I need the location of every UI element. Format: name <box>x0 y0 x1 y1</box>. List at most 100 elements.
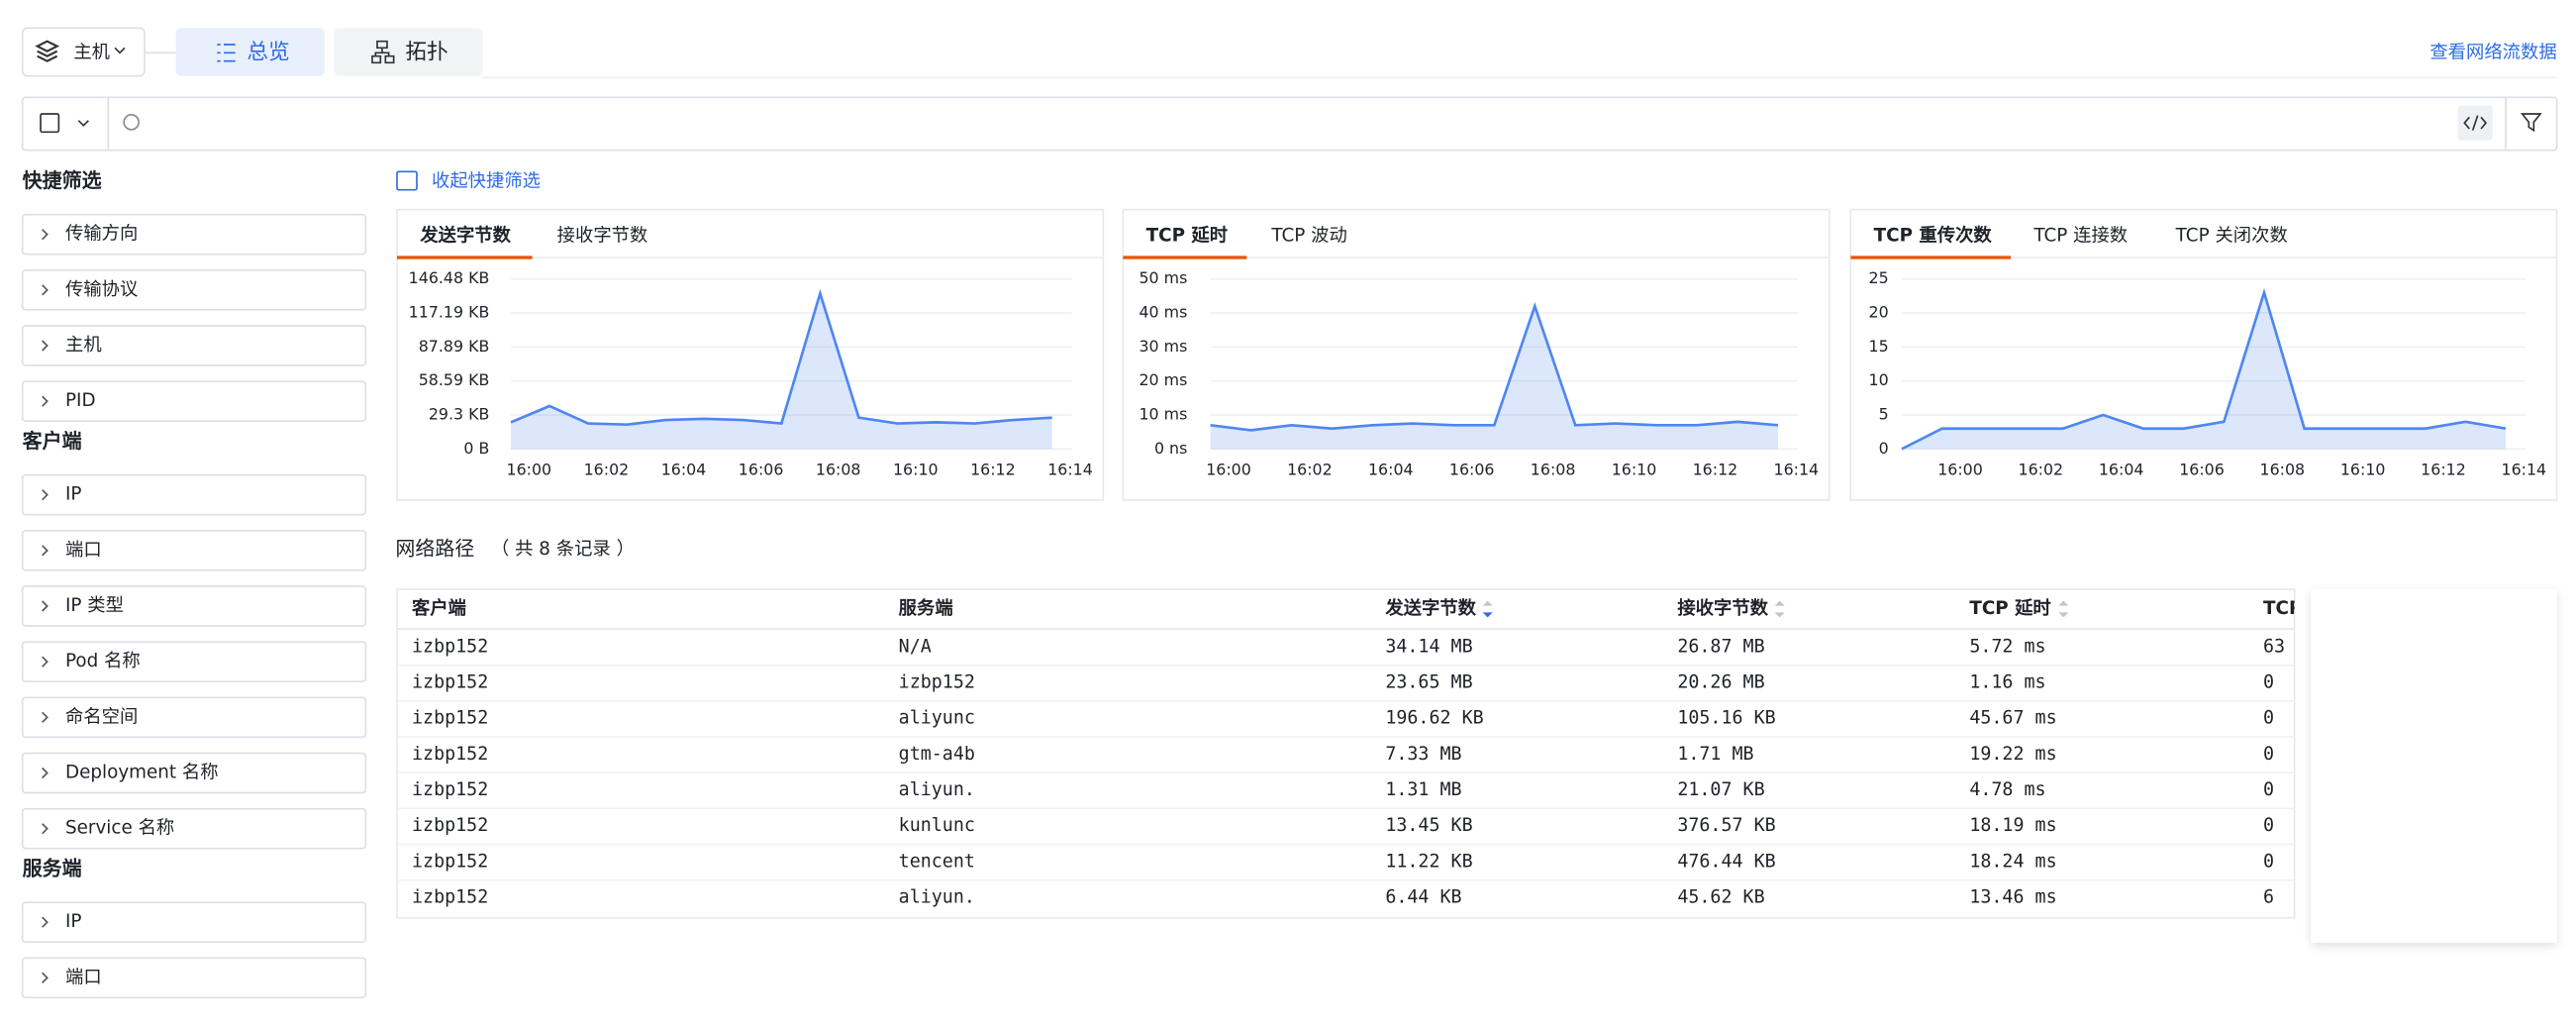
cell: 7.33 MB <box>1385 744 1461 765</box>
chart-tab[interactable]: TCP 波动 <box>1270 225 1346 246</box>
x-tick-label: 16:02 <box>1287 461 1333 479</box>
group-title: 客户端 <box>22 429 82 453</box>
x-tick-label: 16:10 <box>2340 461 2386 479</box>
chart-tab[interactable]: 发送字节数 <box>419 224 511 246</box>
cell: 34.14 MB <box>1385 636 1472 657</box>
x-tick-label: 16:04 <box>1368 461 1414 479</box>
x-tick-label: 16:06 <box>1449 461 1495 479</box>
cell: izbp152 <box>412 636 488 657</box>
chevron <box>42 972 49 983</box>
chart-tab[interactable]: 接收字节数 <box>557 225 648 246</box>
filter-item[interactable] <box>21 752 367 794</box>
filter-item[interactable] <box>21 268 367 311</box>
y-tick-label: 30 ms <box>1139 337 1187 356</box>
sort-icon[interactable] <box>1774 600 1785 606</box>
x-tick-label: 16:02 <box>2019 461 2064 479</box>
filter-label: 传输方向 <box>65 224 138 245</box>
filter-item[interactable] <box>21 957 367 999</box>
filter-item[interactable] <box>21 380 367 423</box>
chevron <box>42 395 49 407</box>
filter-label: 端口 <box>65 540 102 561</box>
cell: 1.16 ms <box>1969 672 2045 693</box>
chart-tab[interactable]: TCP 连接数 <box>2032 225 2128 246</box>
x-tick-label: 16:00 <box>507 461 552 479</box>
tab-underline <box>397 256 533 259</box>
y-tick-label: 50 ms <box>1139 268 1187 287</box>
chart-tab[interactable]: TCP 关闭次数 <box>2175 225 2288 246</box>
cell: 20.26 MB <box>1677 672 1764 693</box>
cell: izbp152 <box>412 744 488 765</box>
tab-icon <box>371 40 395 64</box>
cell: 63 <box>2263 636 2285 657</box>
cell: 196.62 KB <box>1385 708 1483 729</box>
tab-topology[interactable] <box>334 28 483 76</box>
sort-icon[interactable] <box>1774 612 1785 618</box>
cell: izbp152 <box>899 672 975 693</box>
cell: izbp152 <box>412 815 488 836</box>
cell: 21.07 KB <box>1677 779 1764 800</box>
y-tick-label: 0 <box>1879 439 1889 458</box>
y-tick-label: 29.3 KB <box>429 404 490 423</box>
column-header: 服务端 <box>899 597 953 619</box>
tab-icon <box>217 44 236 62</box>
y-tick-label: 0 B <box>463 439 489 458</box>
filter-item[interactable] <box>21 473 367 516</box>
link[interactable]: 查看网络流数据 <box>2429 42 2556 62</box>
x-tick-label: 16:12 <box>1693 461 1738 479</box>
cell: 13.45 KB <box>1385 815 1472 836</box>
x-tick-label: 16:10 <box>1612 461 1657 479</box>
cell: aliyun. <box>899 887 975 908</box>
chart-panel <box>1122 208 1831 501</box>
collapse-icon[interactable] <box>396 170 418 191</box>
cell: 6 <box>2263 887 2274 908</box>
x-tick-label: 16:02 <box>584 461 630 479</box>
chevron <box>42 656 49 668</box>
filter-item[interactable] <box>21 325 367 366</box>
x-tick-label: 16:08 <box>1531 461 1576 479</box>
x-tick-label: 16:12 <box>2421 461 2466 479</box>
sort-icon[interactable] <box>1482 600 1493 606</box>
column-header: TCP <box>2263 598 2302 619</box>
x-tick-label: 16:04 <box>2099 461 2144 479</box>
chart-panel <box>1849 208 2558 501</box>
filter-item[interactable] <box>21 641 367 682</box>
filter-item[interactable] <box>21 807 367 850</box>
code-icon <box>2463 115 2488 131</box>
filter-item[interactable] <box>21 901 367 944</box>
chart-tab[interactable]: TCP 重传次数 <box>1874 224 1993 246</box>
sort-icon[interactable] <box>1482 612 1493 618</box>
x-tick-label: 16:12 <box>970 461 1016 479</box>
cell: izbp152 <box>412 779 488 800</box>
cell: 1.31 MB <box>1385 779 1461 800</box>
chevron <box>42 489 49 501</box>
chevron <box>42 823 49 835</box>
cell: 19.22 ms <box>1969 744 2056 765</box>
tab-overview[interactable] <box>175 28 325 76</box>
chevron <box>42 600 49 612</box>
host-label: 主机 <box>73 42 110 62</box>
y-tick-label: 117.19 KB <box>409 302 490 321</box>
table-title: 网络路径 <box>395 537 474 561</box>
sort-icon[interactable] <box>2058 612 2069 618</box>
cell: 376.57 KB <box>1677 815 1775 836</box>
chevron <box>42 545 49 557</box>
search-bar[interactable] <box>21 96 2558 152</box>
cell: 0 <box>2263 851 2274 872</box>
filter-item[interactable] <box>21 585 367 627</box>
filter-icon[interactable] <box>2520 113 2542 133</box>
filter-item[interactable] <box>21 530 367 571</box>
filter-item[interactable] <box>21 213 367 256</box>
filter-item[interactable] <box>21 696 367 739</box>
y-tick-label: 58.59 KB <box>419 370 490 389</box>
cell: izbp152 <box>412 887 488 908</box>
sort-icon[interactable] <box>2058 600 2069 606</box>
collapse-link[interactable]: 收起快捷筛选 <box>432 170 541 191</box>
chart-tab[interactable]: TCP 延时 <box>1146 225 1228 246</box>
tab-label: 拓扑 <box>405 40 447 64</box>
cell: 5.72 ms <box>1969 636 2045 657</box>
cell: 0 <box>2263 744 2274 765</box>
cell: kunlunc <box>899 815 975 836</box>
cell: izbp152 <box>412 672 488 693</box>
y-tick-label: 20 <box>1869 303 1889 322</box>
filter-label: IP <box>65 911 81 932</box>
